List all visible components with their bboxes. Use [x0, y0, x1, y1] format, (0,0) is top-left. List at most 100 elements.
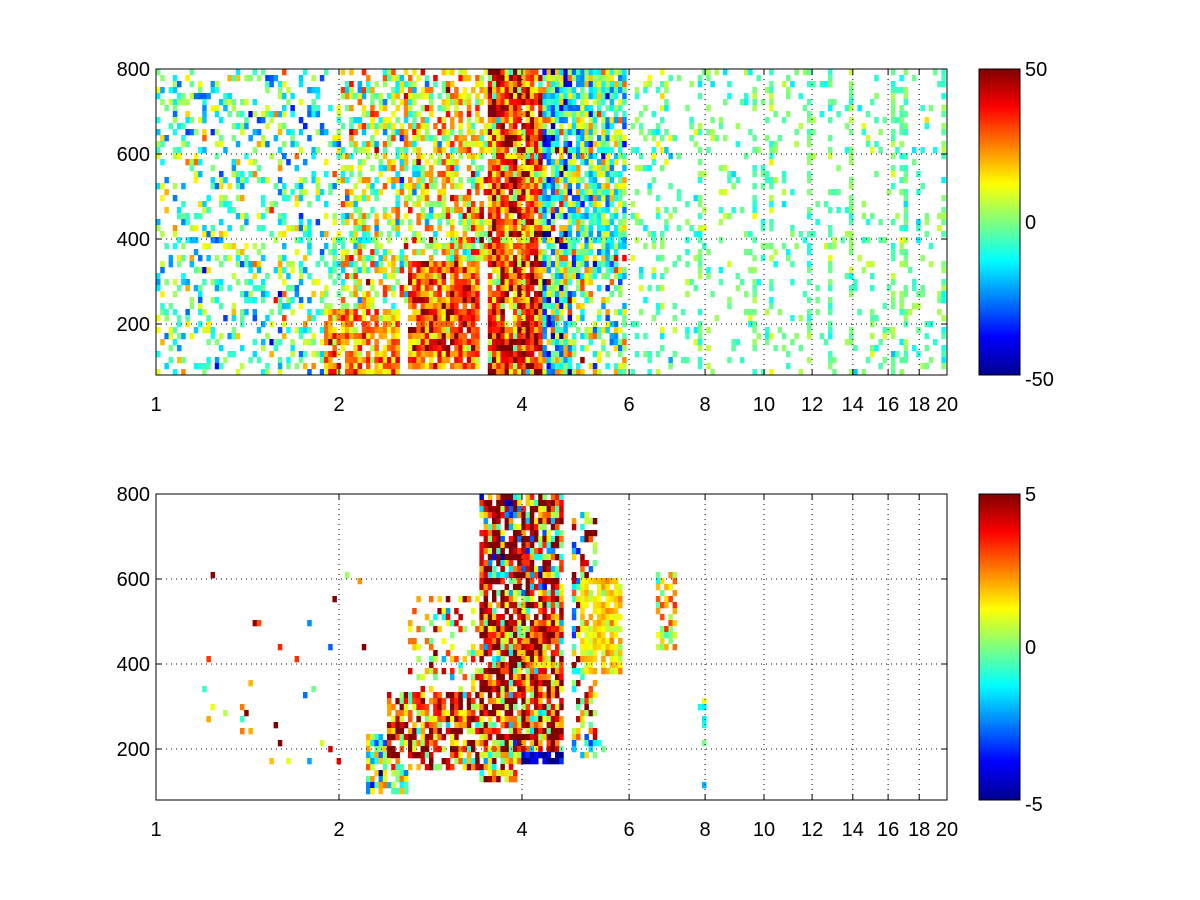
top-heatmap-cell: [538, 201, 543, 208]
bottom-heatmap-cell: [483, 500, 489, 507]
top-heatmap-cell: [164, 315, 169, 322]
top-heatmap-cell: [387, 369, 392, 375]
bottom-heatmap-cell: [513, 746, 518, 753]
top-heatmap-cell: [345, 87, 350, 94]
top-heatmap-cell: [718, 123, 724, 130]
top-heatmap-cell: [282, 153, 287, 160]
top-heatmap-cell: [462, 255, 468, 262]
bottom-heatmap-cell: [504, 500, 510, 507]
top-heatmap-cell: [807, 177, 812, 184]
top-heatmap-cell: [475, 177, 480, 184]
top-heatmap-cell: [445, 297, 451, 304]
top-heatmap-cell: [181, 273, 186, 280]
bottom-heatmap-cell: [403, 788, 409, 795]
top-heatmap-cell: [445, 153, 451, 160]
top-heatmap-cell: [231, 123, 237, 130]
top-heatmap-cell: [441, 309, 447, 316]
top-heatmap-cell: [529, 93, 535, 100]
bottom-heatmap-cell: [391, 752, 396, 759]
top-heatmap-cell: [198, 171, 203, 178]
bottom-heatmap-cell: [408, 716, 413, 723]
top-heatmap-cell: [882, 357, 888, 364]
top-heatmap-cell: [903, 261, 909, 268]
top-heatmap-cell: [555, 273, 560, 280]
top-heatmap-cell: [349, 213, 354, 220]
top-heatmap-cell: [252, 159, 258, 166]
top-heatmap-cell: [542, 153, 547, 160]
bottom-heatmap-cell: [508, 626, 514, 633]
bottom-heatmap-cell: [395, 710, 400, 717]
top-heatmap-cell: [420, 285, 426, 292]
top-heatmap-cell: [546, 159, 552, 166]
top-heatmap-cell: [366, 81, 371, 88]
top-heatmap-cell: [592, 321, 598, 328]
top-heatmap-cell: [311, 171, 316, 178]
top-heatmap-cell: [513, 303, 518, 310]
top-heatmap-cell: [689, 117, 694, 124]
top-heatmap-cell: [550, 303, 556, 310]
top-heatmap-cell: [231, 243, 237, 250]
bottom-heatmap-cell: [521, 614, 526, 621]
top-heatmap-cell: [269, 75, 274, 82]
top-heatmap-cell: [416, 237, 421, 244]
top-heatmap-cell: [177, 315, 182, 322]
top-heatmap-cell: [387, 69, 392, 76]
top-heatmap-cell: [311, 153, 316, 160]
top-heatmap-cell: [660, 81, 665, 88]
top-heatmap-cell: [387, 261, 392, 268]
top-heatmap-cell: [303, 351, 308, 358]
top-heatmap-cell: [584, 273, 589, 280]
bottom-heatmap-cell: [500, 578, 505, 585]
top-heatmap-cell: [445, 357, 451, 364]
bottom-heatmap-cell: [466, 740, 472, 747]
bottom-heatmap-cell: [412, 746, 417, 753]
top-heatmap-cell: [643, 87, 648, 94]
top-heatmap-cell: [445, 213, 451, 220]
top-heatmap-cell: [269, 117, 274, 124]
top-heatmap-cell: [559, 315, 564, 322]
top-heatmap-cell: [370, 333, 375, 340]
top-heatmap-cell: [391, 93, 396, 100]
top-heatmap-cell: [769, 201, 774, 208]
top-heatmap-cell: [676, 195, 682, 202]
top-heatmap-cell: [870, 351, 875, 358]
top-heatmap-cell: [534, 267, 539, 274]
top-heatmap-cell: [437, 345, 442, 352]
top-heatmap-cell: [487, 321, 493, 328]
top-heatmap-cell: [345, 369, 350, 375]
top-heatmap-cell: [525, 195, 531, 202]
bottom-heatmap-cell: [370, 776, 375, 783]
bottom-heatmap-cell: [424, 668, 430, 675]
top-heatmap-cell: [605, 249, 610, 256]
top-heatmap-cell: [353, 363, 358, 370]
top-heatmap-cell: [235, 183, 241, 190]
top-heatmap-cell: [181, 243, 186, 250]
top-heatmap-cell: [559, 369, 564, 375]
top-heatmap-cell: [429, 213, 434, 220]
top-heatmap-cell: [496, 171, 501, 178]
top-heatmap-cell: [525, 93, 531, 100]
top-heatmap-cell: [378, 231, 384, 238]
top-heatmap-cell: [538, 261, 543, 268]
top-heatmap-cell: [345, 285, 350, 292]
bottom-heatmap-cell: [492, 746, 497, 753]
bottom-heatmap-cell: [492, 590, 497, 597]
top-heatmap-cell: [206, 93, 211, 100]
top-heatmap-cell: [807, 81, 812, 88]
bottom-heatmap-cell: [525, 698, 531, 705]
top-heatmap-cell: [706, 267, 711, 274]
top-heatmap-cell: [849, 87, 854, 94]
bottom-heatmap-cell: [529, 698, 535, 705]
top-heatmap-cell: [697, 357, 703, 364]
top-heatmap-cell: [193, 285, 199, 292]
top-heatmap-cell: [584, 207, 589, 214]
top-heatmap-cell: [420, 69, 426, 76]
top-heatmap-cell: [496, 141, 501, 148]
top-heatmap-cell: [605, 153, 610, 160]
bottom-heatmap-cell: [479, 500, 484, 507]
top-heatmap-cell: [828, 261, 833, 268]
top-heatmap-cell: [513, 141, 518, 148]
top-heatmap-cell: [235, 177, 241, 184]
top-heatmap-cell: [903, 207, 909, 214]
